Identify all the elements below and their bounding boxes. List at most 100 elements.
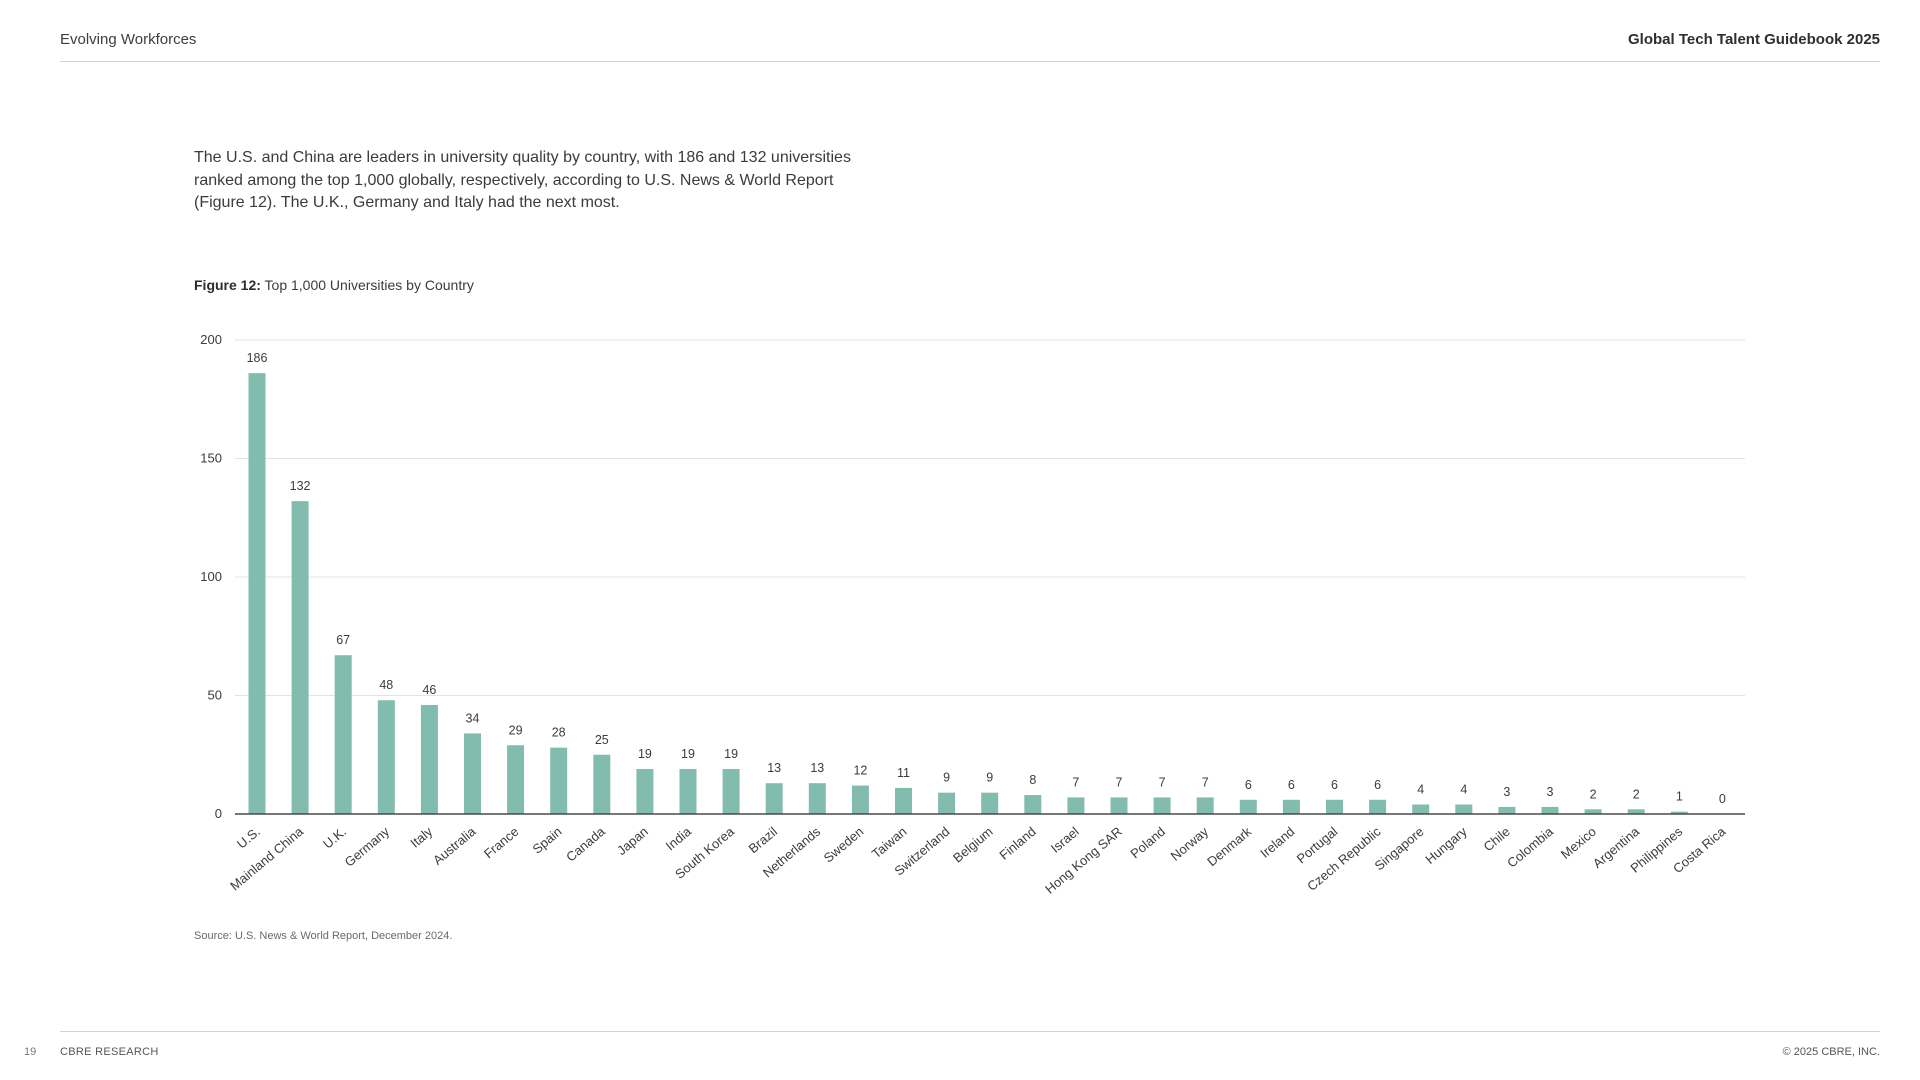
bar [1369, 799, 1387, 814]
section-title: Evolving Workforces [60, 31, 197, 48]
x-tick-label: Hong Kong SAR [1042, 824, 1125, 897]
data-label: 11 [897, 766, 910, 780]
x-tick-label: Canada [563, 823, 608, 864]
data-label: 46 [422, 683, 436, 697]
data-label: 67 [336, 633, 350, 647]
data-label: 9 [986, 771, 993, 785]
bar [765, 783, 783, 814]
x-tick-label: Italy [407, 823, 435, 850]
x-tick-label: Taiwan [869, 824, 910, 862]
bar [1110, 797, 1128, 814]
bar [1498, 806, 1516, 814]
y-tick-label: 50 [208, 688, 222, 703]
intro-paragraph: The U.S. and China are leaders in univer… [194, 149, 851, 211]
x-tick-label: Mainland China [227, 823, 306, 893]
data-label: 9 [943, 771, 950, 785]
x-tick-label: France [481, 824, 522, 862]
bar [1326, 799, 1343, 814]
data-label: 19 [681, 747, 695, 761]
y-tick-label: 100 [200, 569, 222, 584]
data-label: 2 [1633, 787, 1640, 801]
bar [1153, 797, 1171, 814]
bar [1239, 799, 1257, 814]
data-label: 186 [247, 351, 268, 365]
bar [507, 745, 525, 814]
data-label: 3 [1503, 785, 1510, 799]
data-label: 132 [290, 479, 311, 493]
data-label: 48 [379, 678, 393, 692]
figure-title: Figure 12: Top 1,000 Universities by Cou… [194, 277, 474, 293]
y-tick-label: 150 [200, 451, 222, 466]
bar [420, 704, 438, 814]
data-label: 34 [466, 711, 480, 725]
bar [722, 768, 740, 814]
bar [895, 787, 912, 814]
data-label: 13 [810, 761, 824, 775]
data-label: 6 [1245, 778, 1252, 792]
data-label: 7 [1202, 775, 1209, 789]
x-tick-label: Israel [1048, 824, 1082, 856]
x-tick-label: Germany [342, 823, 393, 869]
data-label: 19 [724, 747, 738, 761]
x-tick-label: Finland [996, 824, 1038, 863]
bar [679, 768, 697, 814]
x-tick-label: Belgium [950, 824, 996, 866]
bar [1455, 804, 1473, 814]
y-tick-label: 0 [215, 806, 222, 821]
x-tick-label: Ireland [1257, 824, 1297, 861]
bar [636, 768, 654, 814]
data-label: 4 [1417, 783, 1424, 797]
publication-title: Global Tech Talent Guidebook 2025 [1628, 31, 1880, 48]
data-label: 1 [1676, 790, 1683, 804]
bar [938, 792, 956, 814]
bar [851, 785, 869, 814]
bar [1196, 797, 1214, 814]
data-label: 7 [1072, 775, 1079, 789]
x-tick-label: U.K. [320, 824, 349, 852]
x-tick-label: India [663, 823, 695, 853]
data-label: 7 [1116, 775, 1123, 789]
data-label: 3 [1547, 785, 1554, 799]
data-label: 25 [595, 733, 609, 747]
bar [1541, 806, 1559, 814]
figure-caption: Top 1,000 Universities by Country [264, 277, 474, 293]
data-label: 28 [552, 726, 566, 740]
page-number: 19 [24, 1046, 37, 1058]
footer-brand: CBRE RESEARCH [60, 1046, 159, 1058]
bar [1024, 795, 1042, 814]
footer-copyright: © 2025 CBRE, INC. [1782, 1046, 1880, 1058]
data-label: 6 [1374, 778, 1381, 792]
bar [377, 700, 395, 814]
x-tick-label: Denmark [1204, 823, 1254, 869]
x-tick-label: Chile [1480, 824, 1512, 855]
bar [1584, 809, 1602, 814]
bar [1067, 797, 1085, 814]
data-label: 0 [1719, 792, 1726, 806]
bar [334, 655, 352, 814]
x-tick-label: Japan [614, 824, 651, 858]
data-label: 6 [1331, 778, 1338, 792]
data-label: 29 [509, 723, 523, 737]
x-tick-label: Australia [430, 823, 479, 867]
bar [1670, 811, 1688, 814]
bar [464, 733, 481, 814]
bar [248, 373, 266, 814]
bar [1412, 804, 1430, 814]
x-tick-label: Spain [530, 824, 565, 857]
data-label: 8 [1029, 773, 1036, 787]
x-tick-label: U.S. [234, 824, 263, 852]
data-label: 2 [1590, 787, 1597, 801]
x-tick-label: Brazil [746, 824, 781, 856]
bar [808, 783, 826, 814]
x-tick-label: Colombia [1504, 823, 1556, 870]
bar [1282, 799, 1300, 814]
data-label: 4 [1460, 783, 1467, 797]
bar [593, 754, 611, 814]
bar [291, 501, 309, 814]
data-label: 6 [1288, 778, 1295, 792]
x-tick-label: Hungary [1422, 823, 1470, 866]
figure-label: Figure 12: [194, 277, 261, 293]
bar [1627, 809, 1645, 814]
data-label: 19 [638, 747, 652, 761]
x-tick-label: Poland [1127, 824, 1168, 862]
